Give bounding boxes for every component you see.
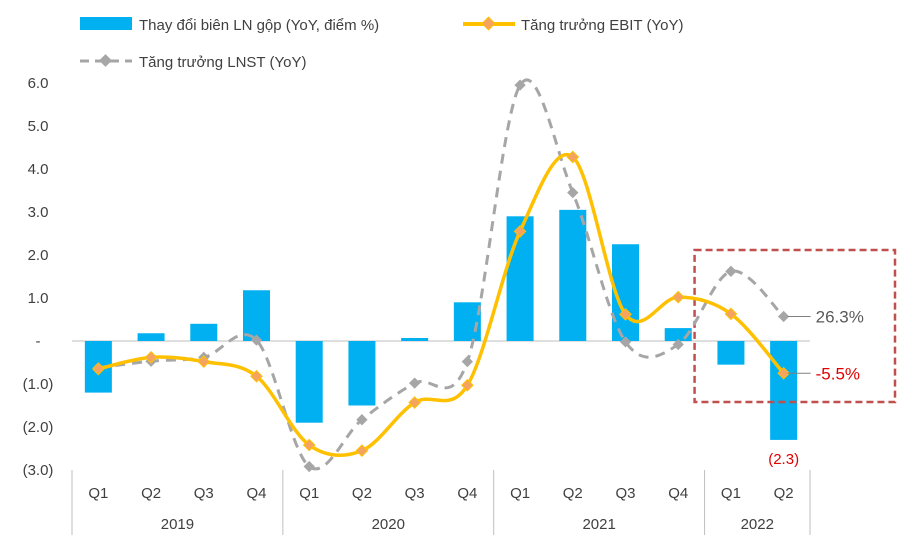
legend-swatch-lnst-marker	[99, 54, 112, 67]
x-tick-label: Q1	[510, 485, 530, 502]
ebit-point	[724, 307, 738, 321]
bar	[137, 333, 165, 341]
x-tick-label: Q3	[194, 485, 214, 502]
lnst-series	[92, 78, 790, 473]
lnst-point	[250, 334, 263, 346]
legend-swatch-bar	[80, 17, 132, 30]
ebit-point	[197, 355, 211, 369]
bar	[717, 341, 745, 365]
ebit-point	[250, 369, 263, 383]
ebit-point	[671, 290, 685, 304]
x-group-label: 2022	[741, 516, 774, 533]
ebit-point	[91, 362, 105, 376]
lnst-point	[408, 377, 421, 389]
bar	[401, 337, 429, 341]
x-tick-label: Q3	[405, 485, 425, 502]
highlight-box-frame	[693, 248, 897, 404]
highlight-box	[693, 248, 897, 404]
x-tick-label: Q4	[668, 485, 688, 502]
annotation-label: (2.3)	[768, 451, 799, 468]
legend-label-bar: Thay đổi biên LN gộp (YoY, điểm %)	[139, 17, 379, 34]
x-group-label: 2021	[582, 516, 615, 533]
x-group-label: 2020	[372, 516, 405, 533]
lnst-point	[777, 310, 790, 323]
y-tick-label: 6.0	[28, 75, 49, 92]
y-tick-label: -	[36, 333, 41, 350]
x-tick-label: Q2	[141, 485, 161, 502]
ebit-point	[513, 224, 527, 238]
legend-label-lnst: Tăng trưởng LNST (YoY)	[139, 54, 306, 71]
y-tick-label: (1.0)	[23, 376, 54, 393]
x-tick-label: Q1	[721, 485, 741, 502]
annotation-label: 26.3%	[816, 307, 864, 326]
x-tick-label: Q1	[88, 485, 108, 502]
legend: Thay đổi biên LN gộp (YoY, điểm %) Tăng …	[80, 16, 683, 71]
bar	[295, 341, 323, 423]
x-tick-label: Q1	[299, 485, 319, 502]
x-tick-label: Q4	[457, 485, 477, 502]
lnst-point	[461, 355, 474, 368]
y-axis: 6.0 5.0 4.0 3.0 2.0 1.0 - (1.0) (2.0) (3.0)	[23, 75, 54, 479]
y-tick-label: 2.0	[28, 247, 49, 264]
annotation-label: -5.5%	[816, 364, 860, 383]
x-tick-label: Q4	[246, 485, 266, 502]
ebit-point	[777, 366, 791, 380]
lnst-line	[98, 78, 785, 471]
lnst-point	[356, 414, 368, 426]
legend-label-ebit: Tăng trưởng EBIT (YoY)	[521, 17, 683, 34]
x-tick-label: Q2	[774, 485, 794, 502]
y-tick-label: 3.0	[28, 204, 49, 221]
lnst-point	[567, 186, 579, 199]
x-tick-label: Q2	[352, 485, 372, 502]
ebit-point	[408, 396, 422, 409]
ebit-point	[619, 307, 632, 321]
y-tick-label: 1.0	[28, 290, 49, 307]
x-tick-label: Q2	[563, 485, 583, 502]
ebit-point	[144, 350, 158, 364]
x-tick-label: Q3	[615, 485, 635, 502]
legend-swatch-ebit-marker	[481, 16, 496, 31]
lnst-point	[303, 460, 315, 473]
ebit-point	[460, 378, 474, 392]
bar	[243, 290, 270, 341]
bar	[190, 323, 218, 341]
bar	[770, 341, 798, 440]
bar	[348, 341, 376, 406]
bar	[453, 302, 481, 341]
bar-series	[84, 209, 798, 440]
lnst-point	[619, 336, 632, 348]
ebit-series	[91, 150, 791, 458]
bar	[559, 209, 587, 341]
ebit-point	[302, 438, 316, 452]
lnst-point	[672, 338, 684, 351]
lnst-point	[725, 265, 737, 277]
ebit-point	[566, 150, 580, 164]
y-tick-label: 5.0	[28, 118, 49, 135]
ebit-line	[97, 152, 785, 458]
ebit-point	[355, 444, 369, 458]
annotations: 26.3% -5.5% (2.3)	[768, 307, 864, 467]
x-group-label: 2019	[161, 516, 194, 533]
y-tick-label: (3.0)	[23, 462, 54, 479]
y-tick-label: (2.0)	[23, 419, 54, 436]
y-tick-label: 4.0	[28, 161, 49, 178]
